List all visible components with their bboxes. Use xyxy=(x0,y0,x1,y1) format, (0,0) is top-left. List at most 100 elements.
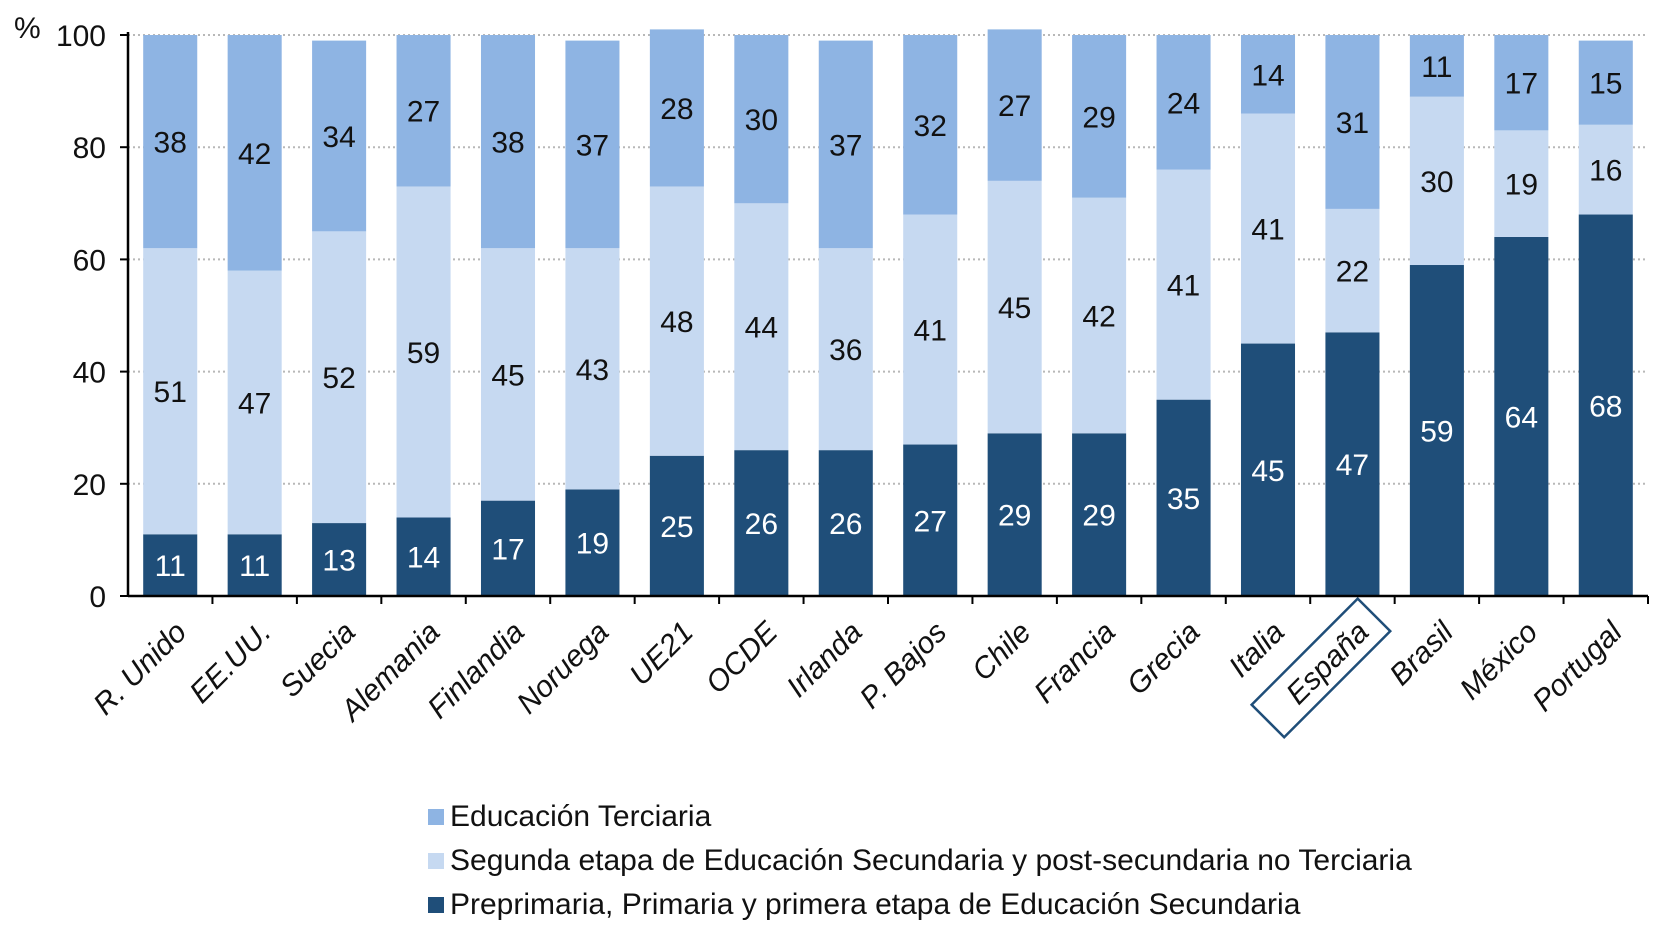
data-label: 31 xyxy=(1336,107,1369,140)
data-label: 51 xyxy=(154,376,187,409)
data-label: 47 xyxy=(238,387,271,420)
data-label: 47 xyxy=(1336,449,1369,482)
data-label: 43 xyxy=(576,354,609,387)
data-label: 35 xyxy=(1167,483,1200,516)
bar-segment xyxy=(480,35,536,249)
y-tick-label: 60 xyxy=(73,244,106,277)
data-label: 37 xyxy=(576,129,609,162)
data-label: 44 xyxy=(745,312,778,345)
legend-item: Segunda etapa de Educación Secundaria y … xyxy=(428,839,1412,883)
category-label: Noruega xyxy=(511,616,616,721)
bar-segment xyxy=(1325,332,1380,596)
bar-segment xyxy=(565,40,620,249)
bar-segment xyxy=(1578,40,1633,125)
bar-segment xyxy=(565,248,620,490)
bar-segment xyxy=(396,35,451,187)
bar-segment xyxy=(1072,433,1127,596)
bar-segment xyxy=(1409,35,1464,97)
category-label: R. Unido xyxy=(87,616,193,722)
data-label: 29 xyxy=(1082,101,1115,134)
bar-segment xyxy=(1072,197,1127,434)
bar-segment xyxy=(143,534,198,596)
data-label: 41 xyxy=(914,315,947,348)
legend-label: Preprimaria, Primaria y primera etapa de… xyxy=(450,888,1301,921)
data-label: 11 xyxy=(155,550,186,583)
bar-segment xyxy=(734,203,789,451)
bar-segment xyxy=(1156,35,1211,170)
bar-segment xyxy=(1494,130,1549,237)
bar-segment xyxy=(734,35,789,204)
data-label: 68 xyxy=(1589,390,1622,423)
bar-segment xyxy=(480,248,536,501)
legend-swatch xyxy=(428,897,444,913)
data-label: 45 xyxy=(491,359,524,392)
data-label: 59 xyxy=(1420,416,1453,449)
data-label: 28 xyxy=(660,93,693,126)
category-label: Grecia xyxy=(1121,616,1207,702)
y-tick-label: 20 xyxy=(73,469,106,502)
bar-segment xyxy=(987,180,1042,434)
bar-segment xyxy=(1494,236,1549,596)
bar-segment xyxy=(396,517,451,596)
bar-segment xyxy=(227,534,282,596)
data-label: 17 xyxy=(1505,68,1538,101)
bar-segment xyxy=(480,500,536,596)
category-label: OCDE xyxy=(700,615,785,700)
category-label: UE21 xyxy=(623,616,699,692)
bar-segment xyxy=(1240,343,1296,596)
bar-segment xyxy=(987,29,1042,181)
bar-segment xyxy=(818,450,873,596)
data-label: 45 xyxy=(998,292,1031,325)
data-label: 41 xyxy=(1167,270,1200,303)
data-label: 11 xyxy=(1421,51,1452,84)
data-label: 27 xyxy=(407,96,440,129)
data-label: 41 xyxy=(1251,214,1284,247)
data-label: 30 xyxy=(745,104,778,137)
data-label: 38 xyxy=(491,127,524,160)
legend-item: Educación Terciaria xyxy=(428,795,1412,839)
data-label: 29 xyxy=(998,500,1031,533)
data-label: 27 xyxy=(914,505,947,538)
data-label: 42 xyxy=(1082,301,1115,334)
data-label: 25 xyxy=(660,511,693,544)
bar-segment xyxy=(143,248,198,535)
bar-segment xyxy=(227,270,282,535)
bar-segment xyxy=(1409,96,1464,266)
bar-segment xyxy=(1156,399,1211,596)
bar-segment xyxy=(903,35,958,215)
data-label: 37 xyxy=(829,129,862,162)
legend-label: Segunda etapa de Educación Secundaria y … xyxy=(450,844,1412,877)
data-label: 26 xyxy=(829,508,862,541)
bar-segment xyxy=(1240,113,1296,344)
category-label: Chile xyxy=(966,616,1038,688)
data-label: 17 xyxy=(491,533,524,566)
bar-segment xyxy=(1156,169,1211,400)
data-label: 22 xyxy=(1336,256,1369,289)
y-tick-label: 40 xyxy=(73,357,106,390)
bar-segment xyxy=(818,248,873,451)
bar-segment xyxy=(903,444,958,596)
data-label: 29 xyxy=(1082,500,1115,533)
bar-segment xyxy=(649,29,704,187)
bar-segment xyxy=(565,489,620,596)
data-label: 52 xyxy=(322,362,355,395)
legend-swatch xyxy=(428,809,444,825)
data-label: 19 xyxy=(1505,169,1538,202)
bar-segment xyxy=(396,186,451,518)
data-label: 42 xyxy=(238,138,271,171)
data-label: 27 xyxy=(998,90,1031,123)
data-label: 36 xyxy=(829,334,862,367)
data-label: 15 xyxy=(1589,68,1622,101)
bar-segment xyxy=(227,35,282,271)
bar-segment xyxy=(1325,208,1380,333)
bar-segment xyxy=(987,433,1042,596)
bar-segment xyxy=(1409,265,1464,596)
data-label: 45 xyxy=(1251,455,1284,488)
data-label: 64 xyxy=(1505,401,1538,434)
bar-segment xyxy=(649,186,704,456)
category-label: Portugal xyxy=(1526,615,1629,718)
data-label: 13 xyxy=(322,545,355,578)
data-label: 59 xyxy=(407,337,440,370)
data-label: 34 xyxy=(322,121,355,154)
